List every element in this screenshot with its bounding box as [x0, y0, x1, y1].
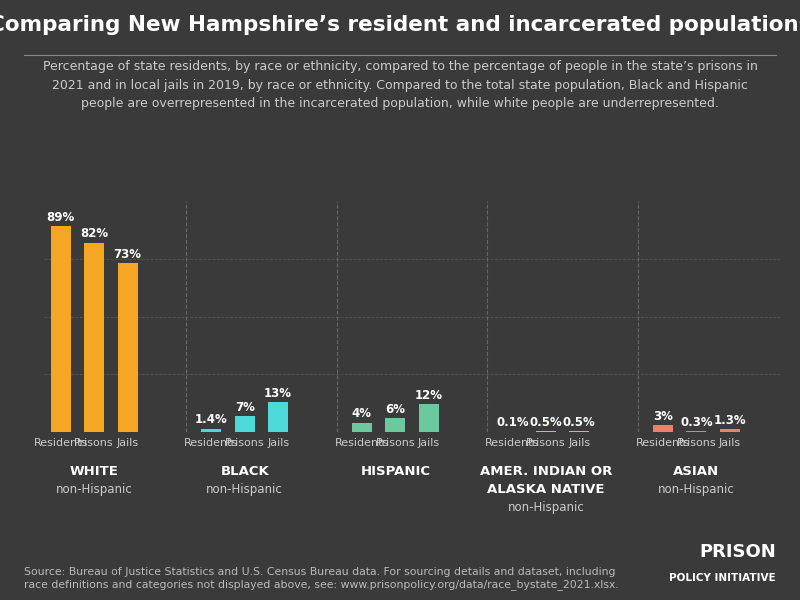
Bar [418, 404, 438, 432]
Bar [352, 423, 372, 432]
Text: 0.5%: 0.5% [530, 416, 562, 428]
Text: ASIAN: ASIAN [674, 465, 719, 478]
Text: 0.3%: 0.3% [680, 416, 713, 429]
Text: 0.1%: 0.1% [496, 416, 529, 430]
Text: Source: Bureau of Justice Statistics and U.S. Census Bureau data. For sourcing d: Source: Bureau of Justice Statistics and… [24, 567, 618, 590]
Text: ALASKA NATIVE: ALASKA NATIVE [487, 483, 605, 496]
Text: BLACK: BLACK [220, 465, 269, 478]
Text: non-Hispanic: non-Hispanic [56, 483, 133, 496]
Text: non-Hispanic: non-Hispanic [507, 501, 584, 514]
Bar [118, 263, 138, 432]
Text: non-Hispanic: non-Hispanic [206, 483, 283, 496]
Bar [720, 429, 740, 432]
Text: 7%: 7% [234, 401, 254, 413]
Text: 3%: 3% [653, 410, 673, 423]
Bar [202, 429, 222, 432]
Text: Percentage of state residents, by race or ethnicity, compared to the percentage : Percentage of state residents, by race o… [42, 60, 758, 110]
Text: Comparing New Hampshire’s resident and incarcerated populations: Comparing New Hampshire’s resident and i… [0, 15, 800, 35]
Bar [653, 425, 673, 432]
Text: 4%: 4% [352, 407, 372, 421]
Text: non-Hispanic: non-Hispanic [658, 483, 734, 496]
Bar [50, 226, 70, 432]
Bar [234, 416, 254, 432]
Text: 1.3%: 1.3% [714, 413, 746, 427]
Bar [268, 402, 288, 432]
Text: POLICY INITIATIVE: POLICY INITIATIVE [670, 573, 776, 583]
Text: WHITE: WHITE [70, 465, 118, 478]
Bar [686, 431, 706, 432]
Text: AMER. INDIAN OR: AMER. INDIAN OR [480, 465, 612, 478]
Text: 1.4%: 1.4% [195, 413, 228, 427]
Bar [570, 431, 590, 432]
Text: 0.5%: 0.5% [563, 416, 596, 428]
Text: 73%: 73% [114, 248, 142, 261]
Text: 82%: 82% [80, 227, 108, 240]
Text: PRISON: PRISON [699, 543, 776, 561]
Text: 6%: 6% [386, 403, 406, 416]
Bar [536, 431, 556, 432]
Bar [84, 242, 104, 432]
Bar [386, 418, 406, 432]
Text: 13%: 13% [264, 386, 292, 400]
Text: HISPANIC: HISPANIC [360, 465, 430, 478]
Text: 12%: 12% [414, 389, 442, 402]
Text: 89%: 89% [46, 211, 75, 224]
